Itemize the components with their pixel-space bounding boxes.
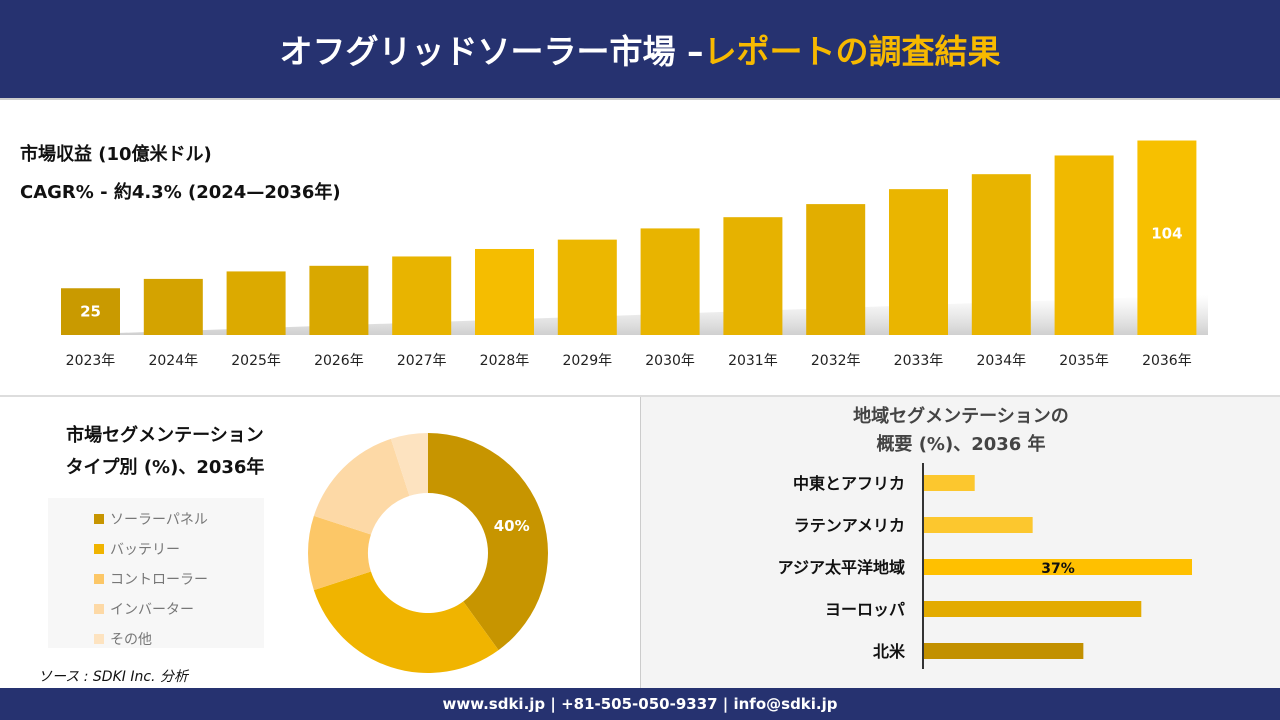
slice-label: 40%: [494, 517, 530, 535]
bar-2033年: [889, 189, 948, 335]
bar-中東とアフリカ: [924, 475, 975, 491]
legend-label: ソーラーパネル: [110, 512, 208, 528]
slice-インバーター: [313, 438, 410, 535]
x-tick-label: 2030年: [645, 353, 695, 369]
data-label: 25: [80, 303, 101, 321]
category-label: 北米: [873, 642, 906, 661]
bar-2035年: [1054, 155, 1114, 335]
bar-2027年: [392, 256, 452, 335]
category-label: アジア太平洋地域: [778, 558, 905, 577]
bar-2034年: [971, 174, 1031, 335]
bar-アジア太平洋地域: [924, 559, 1192, 575]
x-tick-label: 2033年: [894, 353, 944, 369]
type-donut-chart: 40%: [308, 433, 548, 673]
slice-その他: [390, 433, 428, 496]
cagr-label: CAGR% - 約4.3% (2024—2036年): [20, 182, 341, 203]
legend-item: バッテリー: [94, 534, 264, 564]
revenue-bar-chart: 2023年 25 2024年 2025年 2026年 2027年 2028年 2029年 203…: [61, 140, 1208, 369]
x-tick-label: 2036年: [1142, 353, 1192, 369]
type-legend: ソーラーパネル バッテリーコントローラー インバーター その他: [48, 498, 264, 648]
slice-コントローラー: [308, 515, 371, 591]
legend-swatch: [94, 514, 104, 524]
data-label: 37%: [1041, 561, 1075, 577]
legend-item: その他: [94, 624, 264, 654]
bar-2030年: [640, 228, 700, 335]
legend-item: ソーラーパネル: [94, 504, 264, 534]
legend-label: バッテリー: [110, 542, 180, 558]
divider: [0, 395, 1280, 397]
region-title-line-2: 概要 (%)、2036 年: [876, 434, 1046, 455]
legend-swatch: [94, 634, 104, 644]
slice-バッテリー: [313, 571, 499, 673]
bar-2036年: [1137, 140, 1197, 335]
x-tick-label: 2034年: [976, 353, 1026, 369]
x-tick-label: 2035年: [1059, 353, 1109, 369]
bar-ヨーロッパ: [924, 601, 1142, 617]
bar-2023年: [61, 288, 120, 335]
source-note: ソース : SDKI Inc. 分析: [38, 669, 188, 685]
type-chart-title: 市場セグメンテーション タイプ別 (%)、2036年: [30, 420, 300, 484]
bar-2025年: [226, 271, 286, 335]
bar-2026年: [309, 265, 369, 335]
bar-2031年: [723, 217, 783, 335]
bar-2028年: [475, 248, 534, 335]
region-chart-title: 地域セグメンテーションの 概要 (%)、2036 年: [641, 403, 1280, 459]
legend-swatch: [94, 604, 104, 614]
revenue-label: 市場収益 (10億米ドル): [20, 144, 212, 165]
x-tick-label: 2032年: [811, 353, 861, 369]
legend-swatch: [94, 544, 104, 554]
legend-label: インバーター: [110, 602, 194, 618]
x-tick-label: 2026年: [314, 353, 364, 369]
x-tick-label: 2023年: [66, 353, 116, 369]
type-title-line-1: 市場セグメンテーション: [66, 425, 264, 446]
bar-2032年: [806, 204, 866, 335]
category-label: ヨーロッパ: [825, 600, 905, 619]
bar-北米: [924, 643, 1084, 659]
bar-2024年: [143, 278, 203, 335]
page-header: オフグリッドソーラー市場 – レポートの調査結果: [0, 0, 1280, 100]
data-label: 104: [1151, 225, 1182, 243]
bar-2029年: [557, 239, 617, 335]
x-tick-label: 2025年: [231, 353, 281, 369]
x-tick-label: 2031年: [728, 353, 778, 369]
x-tick-label: 2028年: [480, 353, 530, 369]
x-tick-label: 2027年: [397, 353, 447, 369]
bar-ラテンアメリカ: [924, 517, 1033, 533]
footer-contact: www.sdki.jp | +81-505-050-9337 | info@sd…: [0, 688, 1280, 720]
title-accent: レポートの調査結果: [703, 32, 1001, 71]
category-label: 中東とアフリカ: [793, 474, 905, 493]
x-tick-label: 2029年: [562, 353, 612, 369]
legend-item: インバーター: [94, 594, 264, 624]
slice-ソーラーパネル: [428, 433, 548, 651]
legend-item: コントローラー: [94, 564, 264, 594]
legend-label: その他: [110, 632, 152, 648]
x-tick-label: 2024年: [148, 353, 198, 369]
category-label: ラテンアメリカ: [794, 516, 905, 535]
legend-swatch: [94, 574, 104, 584]
type-title-line-2: タイプ別 (%)、2036年: [65, 457, 265, 478]
region-title-line-1: 地域セグメンテーションの: [853, 406, 1069, 427]
region-panel: 地域セグメンテーションの 概要 (%)、2036 年 中東とアフリカ ラテンアメリ…: [640, 397, 1280, 688]
legend-label: コントローラー: [110, 572, 208, 588]
title-main: オフグリッドソーラー市場 –: [279, 32, 704, 71]
